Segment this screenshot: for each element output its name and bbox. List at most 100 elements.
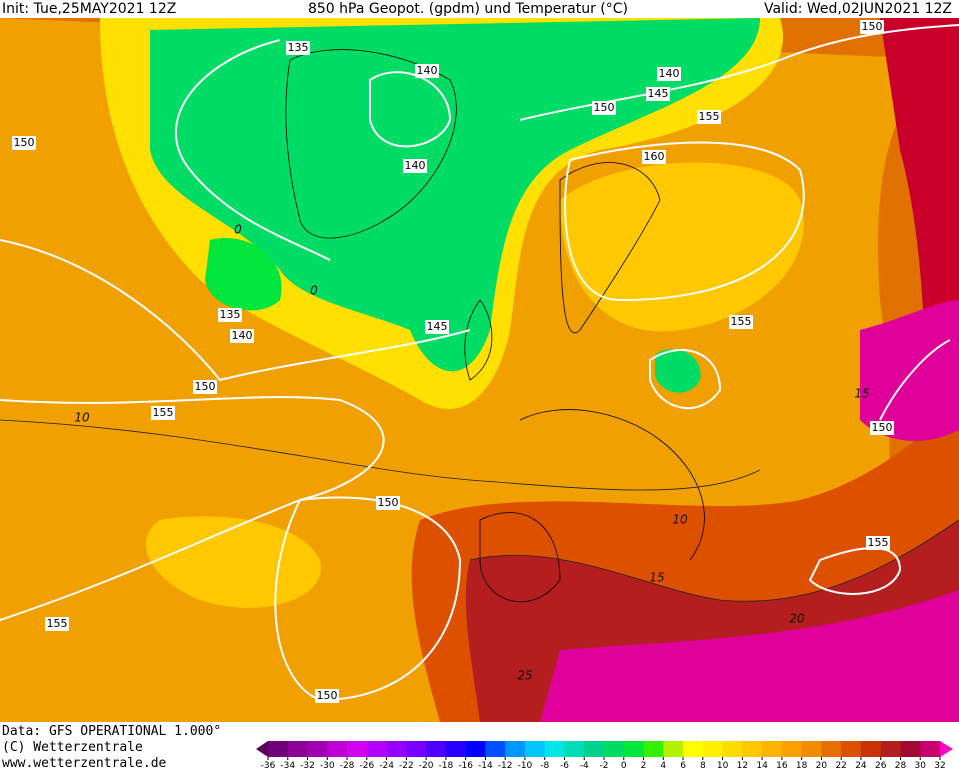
cool-area (145, 516, 321, 608)
label-box (315, 689, 339, 703)
legend-tick-label: -2 (600, 761, 609, 770)
valid-time: Valid: Wed,02JUN2021 12Z (764, 1, 952, 17)
geopotential-label: 135 (288, 41, 309, 54)
legend-swatch (643, 741, 664, 757)
legend-tick-label: 12 (737, 761, 748, 770)
legend-tick-label: 28 (895, 761, 907, 770)
legend-swatch (722, 741, 743, 757)
legend-swatch (287, 741, 309, 757)
legend-swatch (742, 741, 763, 757)
legend-tick-label: -24 (379, 761, 394, 770)
label-box (45, 617, 69, 631)
legend-tick-label: -8 (540, 761, 549, 770)
legend-tick-label: 22 (835, 761, 846, 770)
geopotential-label: 150 (195, 380, 216, 393)
map (0, 18, 959, 722)
legend-swatch (465, 741, 486, 757)
isohypse (808, 547, 902, 595)
isohypse (564, 141, 805, 302)
legend-tick-label: -30 (320, 761, 335, 770)
label-box (403, 159, 427, 173)
label-box (592, 101, 616, 115)
label-box (286, 41, 310, 55)
legend-tick-label: -12 (498, 761, 513, 770)
label-box (425, 320, 449, 334)
legend-tick-label: -26 (359, 761, 374, 770)
legend-tick-label: 20 (816, 761, 828, 770)
legend-swatch (445, 741, 467, 757)
temperature-label: 20 (789, 612, 805, 626)
legend-tick-label: -22 (399, 761, 414, 770)
geopotential-label: 150 (317, 689, 338, 702)
legend-tick-label: -4 (580, 761, 589, 770)
label-box (415, 64, 439, 78)
isohypse (0, 396, 385, 621)
temperature-label: 15 (649, 571, 664, 585)
legend-swatch (524, 741, 546, 757)
legend-swatch (702, 741, 724, 757)
legend-swatch (307, 741, 328, 757)
init-time: Init: Tue,25MAY2021 12Z (2, 1, 176, 17)
legend-swatch (327, 741, 348, 757)
geopotential-label: 155 (153, 406, 174, 419)
data-source: Data: GFS OPERATIONAL 1.000° (2, 724, 221, 739)
legend-tick-label: 24 (855, 761, 867, 770)
legend-swatch (801, 741, 822, 757)
legend-swatch (505, 741, 526, 757)
label-box (151, 406, 175, 420)
legend-tick-label: 30 (915, 761, 927, 770)
geopotential-label: 160 (644, 150, 665, 163)
legend-swatch (663, 741, 684, 757)
legend-tick-label: -20 (419, 761, 434, 770)
legend-swatch (880, 741, 901, 757)
legend-tick-label: -28 (340, 761, 355, 770)
legend-arrow (940, 741, 953, 757)
temperature-label: 0 (234, 223, 242, 237)
color-legend: -36 -34 -32 -30 -28 -26 -24 -22 -20 -18 -16 -14 -12-… (256, 741, 953, 770)
legend-swatch (584, 741, 605, 757)
label-box (642, 150, 666, 164)
legend-swatch (347, 741, 368, 757)
legend-swatch (544, 741, 565, 757)
isohypse (369, 71, 452, 148)
label-box (230, 329, 254, 343)
label-box (860, 20, 884, 34)
isotherm (0, 419, 761, 491)
legend-tick-label: -10 (518, 761, 533, 770)
legend-tick-label: 26 (875, 761, 887, 770)
label-box (866, 536, 890, 550)
legend-swatch (920, 741, 941, 757)
geopotential-label: 140 (417, 64, 438, 77)
temperature-label: 15 (854, 387, 869, 401)
legend-swatch (900, 741, 921, 757)
legend-tick-label: -16 (458, 761, 473, 770)
very-hot-area (540, 590, 959, 722)
legend-swatch (366, 741, 388, 757)
legend-swatch (386, 741, 407, 757)
legend-tick-label: 16 (776, 761, 788, 770)
legend-tick-label: -36 (261, 761, 276, 770)
legend-tick-label: 4 (660, 761, 666, 770)
geopotential-label: 150 (594, 101, 615, 114)
legend-tick-label: 0 (621, 761, 627, 770)
cold-area (205, 238, 282, 311)
legend-tick-label: 8 (700, 761, 706, 770)
cold-area (655, 349, 701, 393)
legend-tick-label: -34 (280, 761, 295, 770)
label-box (12, 136, 36, 150)
legend-swatch (268, 741, 289, 757)
legend-tick-label: -14 (478, 761, 493, 770)
legend-swatch (683, 741, 704, 757)
legend-tick-label: -18 (439, 761, 454, 770)
legend-swatch (623, 741, 645, 757)
legend-tick-label: 32 (934, 761, 945, 770)
geopotential-label: 155 (868, 536, 889, 549)
temperature-label: 10 (672, 513, 688, 527)
legend-swatch (781, 741, 803, 757)
legend-swatch (406, 741, 427, 757)
geopotential-label: 155 (731, 315, 752, 328)
geopotential-label: 155 (47, 617, 68, 630)
legend-tick-label: 10 (717, 761, 729, 770)
legend-tick-label: 18 (796, 761, 808, 770)
